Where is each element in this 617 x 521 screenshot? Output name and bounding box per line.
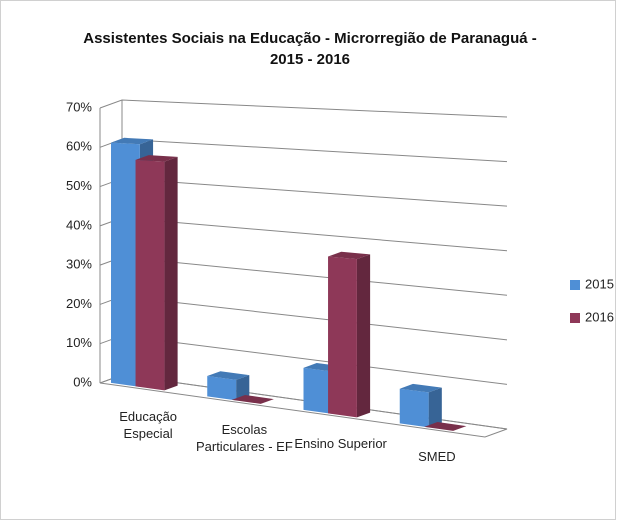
- bar-top: [111, 137, 154, 145]
- y-tick-label: 40%: [66, 217, 92, 232]
- bar: [424, 422, 467, 431]
- bar-front: [399, 388, 429, 428]
- y-tick-label: 20%: [66, 296, 92, 311]
- bar-side: [236, 375, 250, 401]
- bar: [231, 395, 274, 404]
- y-tick-label: 60%: [66, 139, 92, 154]
- bar-front: [303, 367, 333, 414]
- bar-top: [399, 383, 442, 393]
- bar-side: [164, 156, 178, 391]
- bar-top: [207, 371, 250, 380]
- bar-front: [135, 159, 165, 391]
- x-label-box: Ensino Superior: [294, 435, 387, 451]
- x-tick-label: Ensino Superior: [294, 435, 387, 451]
- x-tick-label: Escolas Particulares - EF: [195, 422, 293, 455]
- legend-label: 2015: [585, 276, 614, 291]
- bar-front: [111, 142, 140, 387]
- x-label-box: Educação Especial: [119, 408, 178, 441]
- bar-top: [328, 251, 371, 260]
- bar-top: [424, 422, 467, 431]
- legend-swatch: [570, 280, 580, 290]
- bar-top: [135, 155, 178, 162]
- legend-swatch: [570, 313, 580, 323]
- x-tick-label: SMED: [418, 449, 456, 465]
- y-tick-label: 30%: [66, 257, 92, 272]
- x-label-box: SMED: [418, 449, 456, 465]
- bar: [399, 383, 442, 428]
- bar-front: [207, 376, 237, 401]
- bar: [328, 251, 371, 418]
- bar-top: [231, 395, 274, 404]
- bar: [207, 371, 250, 401]
- y-tick-label: 0%: [73, 374, 92, 389]
- y-tick-label: 10%: [66, 335, 92, 350]
- bar: [135, 155, 178, 391]
- legend-label: 2016: [585, 309, 614, 324]
- x-tick-label: Educação Especial: [119, 408, 178, 441]
- bar-side: [356, 254, 371, 418]
- chart-title: Assistentes Sociais na Educação - Micror…: [83, 30, 537, 68]
- y-tick-label: 70%: [66, 99, 92, 114]
- bar-side: [428, 387, 442, 428]
- grid-line: [99, 99, 508, 118]
- bar-front: [328, 256, 357, 418]
- x-label-box: Escolas Particulares - EF: [195, 422, 293, 455]
- y-tick-label: 50%: [66, 178, 92, 193]
